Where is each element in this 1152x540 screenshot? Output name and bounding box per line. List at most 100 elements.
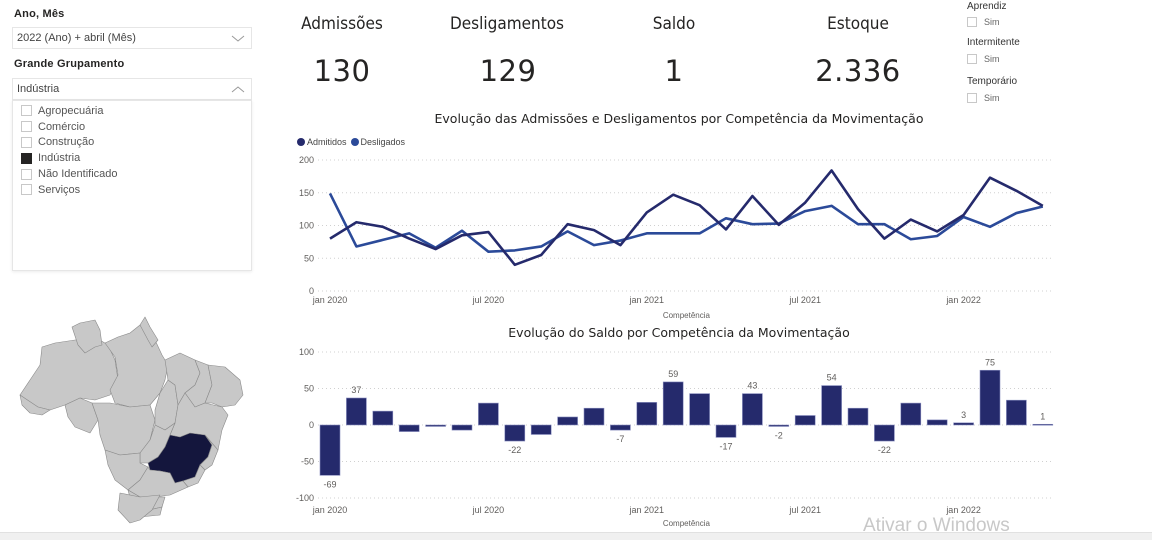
x-tick-label: jul 2020 (472, 295, 505, 305)
option-label: Construção (38, 136, 95, 149)
option-label: Não Identificado (38, 168, 118, 181)
y-tick-label: 0 (309, 420, 314, 430)
bar-chart[interactable]: -100 -50 0 50 100 -69 37 -22 -7 59 -17 43 -2 54 -22 3 75… (290, 340, 1060, 532)
brazil-map[interactable] (0, 285, 280, 525)
intermitente-option[interactable]: Sim (967, 54, 1000, 64)
x-tick-label: jan 2022 (945, 295, 981, 305)
option-label: Agropecuária (38, 104, 104, 117)
x-tick-label: jul 2021 (788, 295, 821, 305)
bar (451, 424, 473, 431)
bar (742, 393, 763, 426)
data-label: 59 (668, 369, 678, 379)
bar (953, 422, 974, 426)
windows-activation-watermark: Ativar o Windows (863, 515, 1010, 536)
bar (319, 424, 341, 476)
legend-dot-icon (350, 138, 359, 146)
option-label: Sim (984, 17, 1000, 27)
checkbox[interactable] (967, 93, 977, 103)
map-state-amazonas (19, 336, 119, 411)
data-label: -7 (616, 434, 624, 444)
x-axis-title: Competência (663, 311, 711, 320)
data-label: 3 (961, 410, 966, 420)
x-tick-label: jan 2022 (945, 505, 981, 515)
bar (1032, 423, 1054, 426)
data-label: 37 (351, 385, 361, 395)
y-tick-label: 150 (299, 188, 314, 198)
bar (900, 402, 922, 426)
y-tick-label: 50 (304, 253, 314, 263)
intermitente-slicer-label: Intermitente (967, 37, 1020, 48)
bar (847, 407, 869, 426)
data-label: -69 (323, 479, 336, 489)
y-tick-label: 100 (299, 347, 314, 357)
x-tick-label: jul 2020 (472, 505, 505, 515)
period-dropdown-value: 2022 (Ano) + abril (Mês) (17, 32, 136, 44)
bar-chart-title: Evolução do Saldo por Competência da Mov… (508, 325, 850, 340)
x-tick-label: jan 2021 (629, 505, 665, 515)
bar (636, 402, 658, 426)
group-dropdown[interactable]: Indústria (12, 78, 252, 100)
bar (425, 424, 446, 427)
checkbox[interactable] (21, 136, 32, 148)
checkbox[interactable] (21, 105, 32, 117)
bar (1006, 399, 1027, 426)
checkbox[interactable] (967, 54, 977, 64)
card-saldo-title: Saldo (652, 14, 696, 34)
y-tick-label: 50 (304, 384, 314, 394)
map-state-rio-grande-sul (117, 492, 161, 524)
aprendiz-option[interactable]: Sim (967, 17, 1000, 27)
map-state-roraima (71, 319, 103, 354)
period-slicer-label: Ano, Mês (14, 8, 65, 20)
group-option[interactable]: Comércio (13, 119, 251, 135)
checkbox[interactable] (967, 17, 977, 27)
bar (530, 424, 552, 435)
data-label: 54 (827, 373, 837, 383)
aprendiz-slicer-label: Aprendiz (967, 1, 1007, 12)
x-tick-label: jan 2020 (312, 505, 348, 515)
bar (346, 397, 367, 426)
y-tick-label: -100 (296, 493, 314, 503)
legend-item-desligados[interactable]: Desligados (350, 137, 406, 147)
map-state-rondonia (64, 397, 99, 434)
checkbox[interactable] (21, 168, 32, 180)
checkbox-checked[interactable] (21, 152, 32, 164)
line-chart[interactable]: 0 50 100 150 200 jan 2020 jul 2020 jan 2021 jul … (290, 150, 1060, 325)
bar (874, 424, 895, 442)
bar (979, 369, 1001, 426)
data-label: 43 (747, 381, 757, 391)
checkbox[interactable] (21, 121, 32, 133)
group-option[interactable]: Construção (13, 135, 251, 151)
option-label: Comércio (38, 120, 86, 133)
card-desligamentos-title: Desligamentos (449, 14, 565, 34)
temporario-option[interactable]: Sim (967, 93, 1000, 103)
bar (821, 385, 842, 426)
y-tick-label: -50 (301, 457, 314, 467)
group-option[interactable]: Indústria (13, 150, 251, 166)
x-tick-label: jan 2021 (629, 295, 665, 305)
line-chart-title: Evolução das Admissões e Desligamentos p… (434, 111, 924, 126)
group-option[interactable]: Serviços (13, 182, 251, 198)
checkbox[interactable] (21, 184, 32, 196)
group-dropdown-value: Indústria (17, 83, 60, 95)
chevron-up-icon (231, 86, 245, 93)
card-estoque-title: Estoque (827, 14, 889, 34)
temporario-slicer-label: Temporário (967, 76, 1018, 87)
bar (557, 416, 578, 426)
card-desligamentos-value: 129 (479, 54, 537, 88)
legend-label: Admitidos (307, 137, 347, 147)
x-tick-label: jul 2021 (788, 505, 821, 515)
chevron-down-icon (231, 35, 245, 42)
option-label: Sim (984, 93, 1000, 103)
bar (926, 419, 948, 426)
data-label: 75 (985, 357, 995, 367)
legend-item-admitidos[interactable]: Admitidos (297, 137, 347, 147)
option-label: Indústria (38, 152, 81, 165)
period-dropdown[interactable]: 2022 (Ano) + abril (Mês) (12, 27, 252, 49)
series-line-desligados (328, 192, 1044, 253)
legend-label: Desligados (360, 137, 406, 147)
bar (794, 415, 816, 426)
bar (689, 393, 710, 426)
group-option[interactable]: Agropecuária (13, 103, 251, 119)
group-option[interactable]: Não Identificado (13, 166, 251, 182)
data-label: -2 (775, 430, 783, 440)
